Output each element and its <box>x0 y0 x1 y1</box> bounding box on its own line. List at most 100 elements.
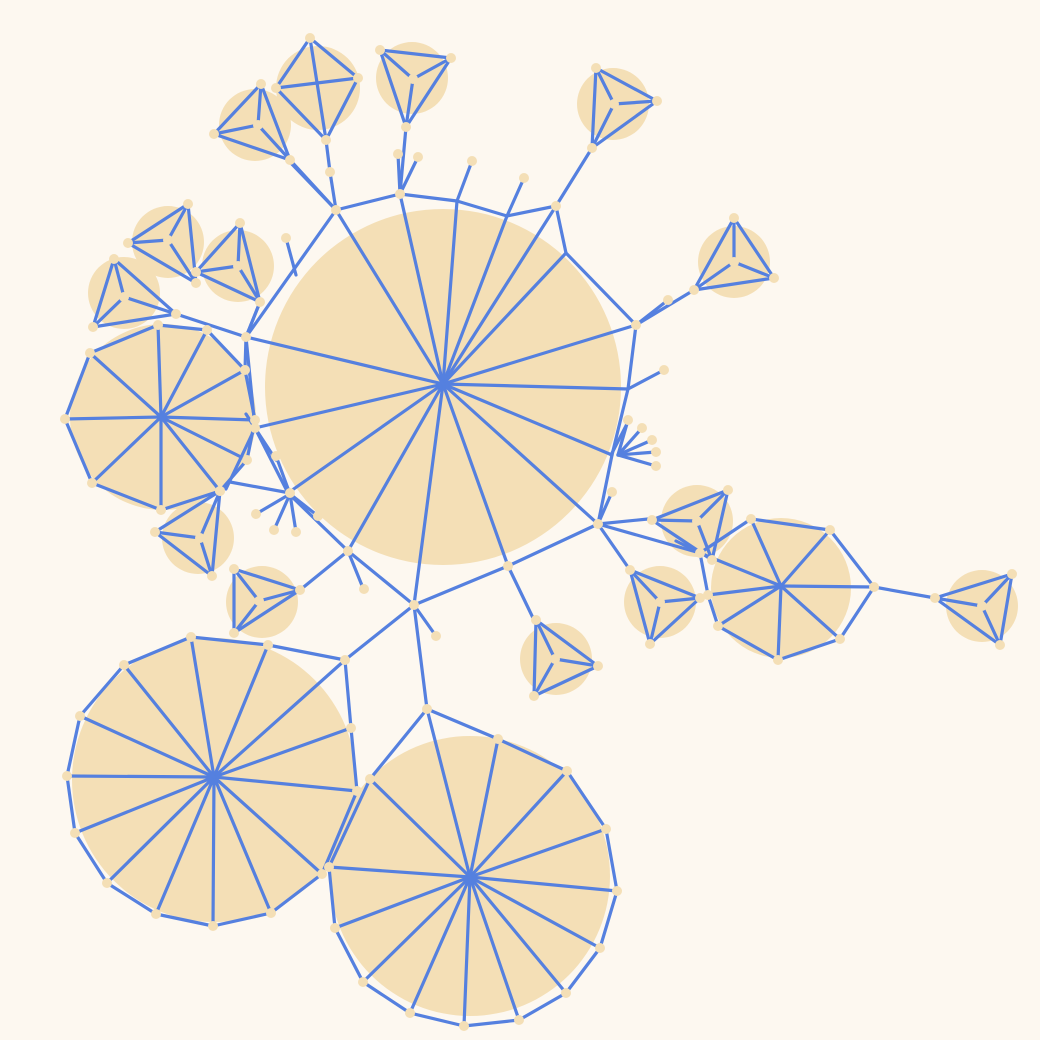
lower-right-wheel-spoke <box>468 875 521 1022</box>
graph-node <box>119 660 129 670</box>
lower-left-wheel-spoke <box>122 663 216 779</box>
bridge-edge <box>596 490 614 526</box>
lower-right-wheel-spoke <box>468 827 608 879</box>
bridge-edge <box>224 426 257 491</box>
lower-right-wheel-rim-edge <box>496 737 569 773</box>
central-wheel-spoke <box>441 382 510 568</box>
lower-right-wheel-spoke <box>361 875 472 984</box>
lower-right-wheel-rim-edge <box>517 991 568 1022</box>
central-wheel-rim-edge <box>554 204 568 255</box>
tetra-bottom-mid-edge <box>232 588 302 635</box>
graph-nodes <box>60 33 1017 1031</box>
graph-node <box>241 332 251 342</box>
lower-right-wheel-spoke <box>468 737 500 879</box>
graph-node <box>330 923 340 933</box>
graph-node <box>325 167 335 177</box>
graph-node <box>408 74 418 84</box>
graph-node <box>291 527 301 537</box>
tetra-top-edge <box>308 36 328 142</box>
bridge-edge <box>346 549 365 590</box>
graph-node <box>358 977 368 987</box>
tetra-left-mid-edge <box>238 221 262 304</box>
lower-right-wheel-spoke <box>327 865 472 879</box>
graph-node <box>601 824 611 834</box>
tetra-right-mid-edge <box>710 488 730 562</box>
starburst-left-edge <box>288 492 298 534</box>
lower-left-wheel-spoke <box>65 774 216 779</box>
graph-node <box>446 53 456 63</box>
graph-node <box>191 267 201 277</box>
graph-node <box>647 515 657 525</box>
tetra-bottom-edge <box>532 618 538 698</box>
graph-node <box>123 238 133 248</box>
graph-node <box>723 485 733 495</box>
graph-node <box>587 143 597 153</box>
tetra-far-right-edge <box>980 604 1002 647</box>
central-wheel-rim-edge <box>505 204 558 218</box>
tetra-link <box>324 138 332 174</box>
tetra-right-upper-edge <box>692 276 776 292</box>
graph-node <box>401 122 411 132</box>
left-decagon-wheel-spoke <box>159 415 257 422</box>
bridge-edge <box>506 564 536 622</box>
graph-node <box>250 423 260 433</box>
tetra-top-right-edge <box>590 66 598 150</box>
bridge-edge <box>554 146 594 208</box>
graph-node <box>695 548 705 558</box>
graph-node <box>413 152 423 162</box>
lower-right-wheel-rim-edge <box>462 1018 521 1028</box>
starburst-left-edge <box>272 492 292 532</box>
tetra-far-right-edge <box>933 572 1014 600</box>
starburst-right-edge <box>616 426 644 457</box>
tetra-top-right-edge <box>590 99 659 150</box>
lower-right-wheel-spoke <box>462 875 472 1028</box>
central-wheel-spoke <box>441 214 509 386</box>
right-octagon-wheel-spoke <box>706 584 783 597</box>
central-wheel-rim-edge <box>286 491 350 553</box>
right-octagon-wheel-rim-edge <box>749 517 832 532</box>
graph-node <box>659 365 669 375</box>
tetra-top-left-edge <box>212 82 263 136</box>
graph-node <box>713 621 723 631</box>
graph-node <box>70 828 80 838</box>
graph-node <box>156 505 166 515</box>
right-octagon-wheel-spoke <box>716 584 783 628</box>
right-octagon-wheel-spoke <box>776 584 783 662</box>
left-decagon-wheel-spoke <box>159 415 222 493</box>
central-wheel-rim-edge <box>596 453 614 526</box>
graph-node <box>191 278 201 288</box>
tetra-right-mid-edge <box>695 519 714 562</box>
tetra-top-left-edge <box>256 82 263 127</box>
left-decagon-wheel-spoke <box>159 328 209 419</box>
graph-node <box>655 597 665 607</box>
starburst-right-edge <box>616 453 658 468</box>
graph-node <box>746 514 756 524</box>
lower-right-wheel-spoke <box>468 769 569 879</box>
graph-node <box>930 593 940 603</box>
graph-node <box>977 601 987 611</box>
left-decagon-wheel-spoke <box>159 368 247 419</box>
graph-node <box>340 655 350 665</box>
tetra-bottom-left-edge <box>153 530 214 578</box>
tetra-right-mid-edge <box>695 488 730 523</box>
tetra-right-lower-edge <box>648 600 662 646</box>
lower-right-wheel-rim-edge <box>565 769 608 831</box>
left-decagon-wheel-spoke <box>63 415 163 421</box>
tetra-link <box>634 288 696 327</box>
tetra-right-mid-edge <box>650 488 730 522</box>
graph-node <box>109 254 119 264</box>
graph-node <box>87 478 97 488</box>
starburst-right-edge <box>616 418 630 457</box>
tetra-top-mid-edge <box>404 77 415 129</box>
graph-node <box>271 451 281 461</box>
tetra-top-left-edge <box>256 123 292 162</box>
graph-node <box>651 461 661 471</box>
tetra-top-edge <box>274 36 312 90</box>
lower-right-wheel-spoke <box>468 875 619 893</box>
graph-node <box>313 511 323 521</box>
graph-node <box>324 862 334 872</box>
lower-left-wheel-rim-edge <box>122 635 193 667</box>
bridge-edge <box>596 522 632 572</box>
tetra-bottom-left-edge <box>153 489 222 534</box>
tetra-bottom-edge <box>534 618 557 661</box>
